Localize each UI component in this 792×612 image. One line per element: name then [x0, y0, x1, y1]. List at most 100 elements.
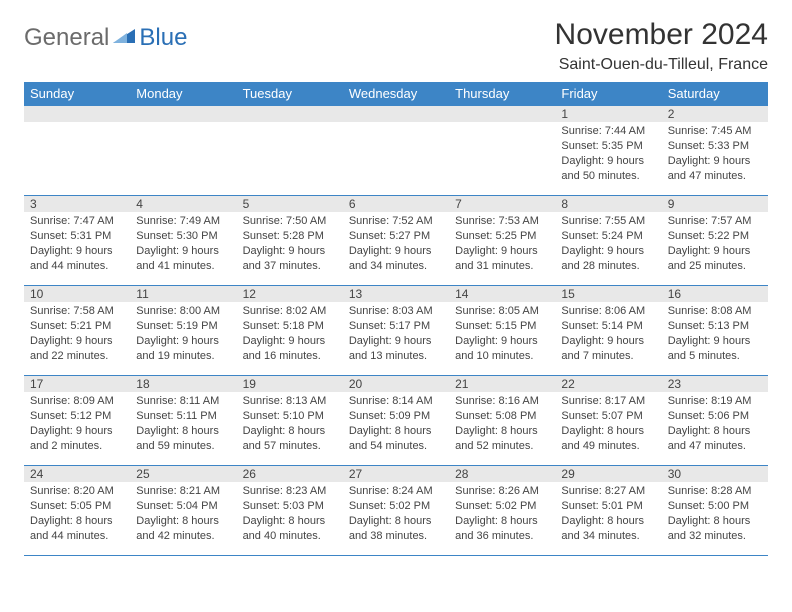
title-block: November 2024 Saint-Ouen-du-Tilleul, Fra… — [555, 18, 768, 74]
day-number: 28 — [449, 466, 555, 482]
day-line: and 22 minutes. — [30, 349, 124, 364]
day-line: Sunrise: 8:21 AM — [136, 484, 230, 499]
day-line: Daylight: 8 hours — [349, 514, 443, 529]
day-details: Sunrise: 7:45 AMSunset: 5:33 PMDaylight:… — [662, 122, 768, 187]
calendar-cell: 25Sunrise: 8:21 AMSunset: 5:04 PMDayligh… — [130, 466, 236, 556]
day-number: 20 — [343, 376, 449, 392]
day-details: Sunrise: 7:49 AMSunset: 5:30 PMDaylight:… — [130, 212, 236, 277]
day-line: Sunset: 5:03 PM — [243, 499, 337, 514]
day-number: 3 — [24, 196, 130, 212]
day-line: Sunset: 5:04 PM — [136, 499, 230, 514]
calendar-week-row: 17Sunrise: 8:09 AMSunset: 5:12 PMDayligh… — [24, 376, 768, 466]
day-line: Daylight: 9 hours — [668, 334, 762, 349]
day-line: Daylight: 8 hours — [30, 514, 124, 529]
day-line: Sunset: 5:19 PM — [136, 319, 230, 334]
day-line: and 13 minutes. — [349, 349, 443, 364]
day-details: Sunrise: 8:19 AMSunset: 5:06 PMDaylight:… — [662, 392, 768, 457]
calendar-cell: 5Sunrise: 7:50 AMSunset: 5:28 PMDaylight… — [237, 196, 343, 286]
logo-text-blue: Blue — [139, 24, 187, 52]
calendar-cell: 26Sunrise: 8:23 AMSunset: 5:03 PMDayligh… — [237, 466, 343, 556]
day-line: Sunrise: 7:58 AM — [30, 304, 124, 319]
day-line: Sunrise: 7:45 AM — [668, 124, 762, 139]
day-line: Sunset: 5:21 PM — [30, 319, 124, 334]
day-line: Daylight: 9 hours — [30, 424, 124, 439]
day-number: 19 — [237, 376, 343, 392]
day-line: Sunrise: 8:03 AM — [349, 304, 443, 319]
logo-text-general: General — [24, 24, 109, 52]
day-line: Daylight: 8 hours — [668, 424, 762, 439]
day-line: Daylight: 9 hours — [561, 154, 655, 169]
day-line: Sunrise: 8:27 AM — [561, 484, 655, 499]
calendar-cell: 15Sunrise: 8:06 AMSunset: 5:14 PMDayligh… — [555, 286, 661, 376]
day-number: 7 — [449, 196, 555, 212]
calendar-cell: 30Sunrise: 8:28 AMSunset: 5:00 PMDayligh… — [662, 466, 768, 556]
day-line: Sunrise: 8:16 AM — [455, 394, 549, 409]
day-line: Sunset: 5:28 PM — [243, 229, 337, 244]
day-details: Sunrise: 8:26 AMSunset: 5:02 PMDaylight:… — [449, 482, 555, 547]
day-line: Sunset: 5:31 PM — [30, 229, 124, 244]
calendar-cell — [24, 106, 130, 196]
day-details: Sunrise: 8:05 AMSunset: 5:15 PMDaylight:… — [449, 302, 555, 367]
day-line: and 19 minutes. — [136, 349, 230, 364]
day-line: Sunset: 5:07 PM — [561, 409, 655, 424]
day-line: Daylight: 9 hours — [243, 334, 337, 349]
day-number: 22 — [555, 376, 661, 392]
day-line: Daylight: 9 hours — [561, 244, 655, 259]
day-line: Sunrise: 8:08 AM — [668, 304, 762, 319]
day-line: Sunset: 5:12 PM — [30, 409, 124, 424]
day-line: Sunrise: 8:20 AM — [30, 484, 124, 499]
day-line: and 37 minutes. — [243, 259, 337, 274]
logo-triangle-icon — [113, 25, 135, 48]
day-line: Sunrise: 8:28 AM — [668, 484, 762, 499]
day-details: Sunrise: 7:52 AMSunset: 5:27 PMDaylight:… — [343, 212, 449, 277]
day-line: and 54 minutes. — [349, 439, 443, 454]
day-number: 2 — [662, 106, 768, 122]
day-line: Daylight: 8 hours — [349, 424, 443, 439]
calendar-cell: 22Sunrise: 8:17 AMSunset: 5:07 PMDayligh… — [555, 376, 661, 466]
day-line: Sunset: 5:13 PM — [668, 319, 762, 334]
day-line: Daylight: 9 hours — [668, 244, 762, 259]
day-details: Sunrise: 8:23 AMSunset: 5:03 PMDaylight:… — [237, 482, 343, 547]
day-line: and 36 minutes. — [455, 529, 549, 544]
header: General Blue November 2024 Saint-Ouen-du… — [24, 18, 768, 74]
empty-day-bar — [449, 106, 555, 122]
day-number: 23 — [662, 376, 768, 392]
day-line: Sunrise: 7:47 AM — [30, 214, 124, 229]
day-line: Daylight: 9 hours — [136, 334, 230, 349]
day-number: 12 — [237, 286, 343, 302]
day-line: and 31 minutes. — [455, 259, 549, 274]
calendar-cell: 18Sunrise: 8:11 AMSunset: 5:11 PMDayligh… — [130, 376, 236, 466]
calendar-cell: 1Sunrise: 7:44 AMSunset: 5:35 PMDaylight… — [555, 106, 661, 196]
day-details: Sunrise: 8:24 AMSunset: 5:02 PMDaylight:… — [343, 482, 449, 547]
day-line: and 49 minutes. — [561, 439, 655, 454]
calendar-cell: 14Sunrise: 8:05 AMSunset: 5:15 PMDayligh… — [449, 286, 555, 376]
day-line: Sunrise: 8:19 AM — [668, 394, 762, 409]
calendar-cell: 3Sunrise: 7:47 AMSunset: 5:31 PMDaylight… — [24, 196, 130, 286]
day-header: Monday — [130, 82, 236, 106]
day-line: Sunset: 5:00 PM — [668, 499, 762, 514]
day-line: and 34 minutes. — [561, 529, 655, 544]
day-line: and 5 minutes. — [668, 349, 762, 364]
day-line: Sunrise: 7:49 AM — [136, 214, 230, 229]
empty-day-bar — [24, 106, 130, 122]
day-details: Sunrise: 8:27 AMSunset: 5:01 PMDaylight:… — [555, 482, 661, 547]
calendar-cell: 6Sunrise: 7:52 AMSunset: 5:27 PMDaylight… — [343, 196, 449, 286]
calendar-table: Sunday Monday Tuesday Wednesday Thursday… — [24, 82, 768, 556]
day-line: and 42 minutes. — [136, 529, 230, 544]
day-header: Wednesday — [343, 82, 449, 106]
day-header: Sunday — [24, 82, 130, 106]
day-line: Sunset: 5:02 PM — [455, 499, 549, 514]
day-line: Sunrise: 8:26 AM — [455, 484, 549, 499]
calendar-week-row: 24Sunrise: 8:20 AMSunset: 5:05 PMDayligh… — [24, 466, 768, 556]
calendar-cell: 4Sunrise: 7:49 AMSunset: 5:30 PMDaylight… — [130, 196, 236, 286]
calendar-cell: 9Sunrise: 7:57 AMSunset: 5:22 PMDaylight… — [662, 196, 768, 286]
day-line: Sunset: 5:09 PM — [349, 409, 443, 424]
day-line: Daylight: 9 hours — [668, 154, 762, 169]
day-details: Sunrise: 7:57 AMSunset: 5:22 PMDaylight:… — [662, 212, 768, 277]
calendar-cell: 7Sunrise: 7:53 AMSunset: 5:25 PMDaylight… — [449, 196, 555, 286]
day-line: and 47 minutes. — [668, 169, 762, 184]
day-number: 30 — [662, 466, 768, 482]
day-line: Sunset: 5:30 PM — [136, 229, 230, 244]
day-line: and 28 minutes. — [561, 259, 655, 274]
calendar-week-row: 10Sunrise: 7:58 AMSunset: 5:21 PMDayligh… — [24, 286, 768, 376]
